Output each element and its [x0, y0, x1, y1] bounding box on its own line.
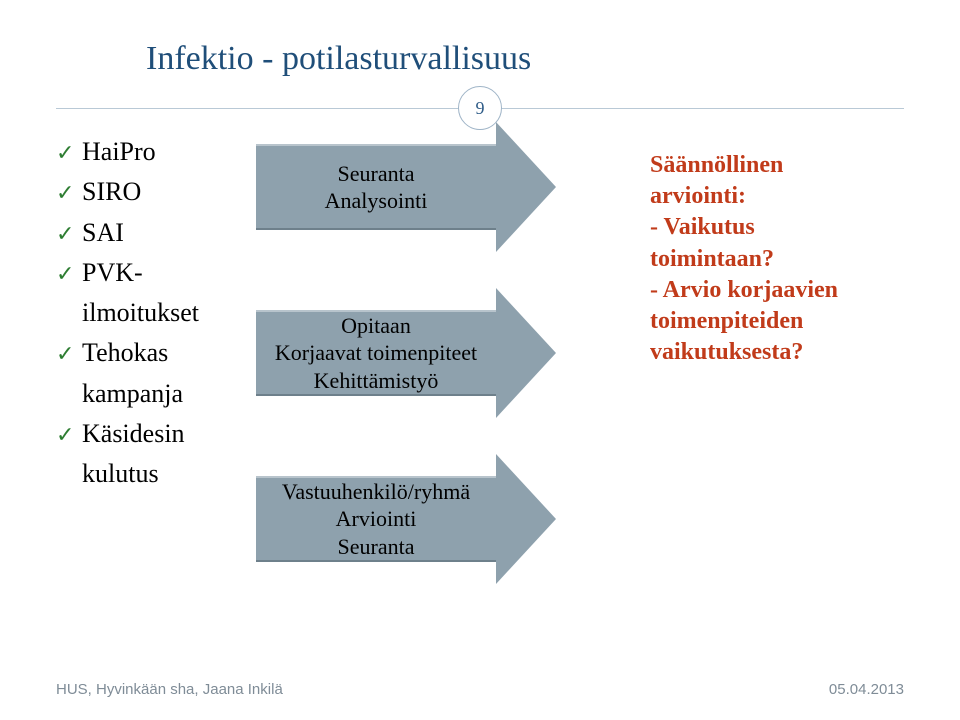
check-icon: ✓: [56, 257, 82, 291]
content-area: ✓HaiPro ✓SIRO ✓SAI ✓PVK- ilmoitukset ✓Te…: [56, 132, 904, 668]
footer-right: 05.04.2013: [829, 681, 904, 698]
arrow-line: Seuranta: [338, 160, 415, 188]
list-item: ✓Käsidesin: [56, 414, 276, 454]
list-item: ✓SAI: [56, 213, 276, 253]
bullet-text: ilmoitukset: [82, 293, 199, 333]
bullet-text: SAI: [82, 213, 124, 253]
list-item: kulutus: [56, 454, 276, 494]
eval-line: arviointi:: [650, 181, 910, 212]
bullet-text: PVK-: [82, 253, 143, 293]
arrow-head-icon: [496, 122, 556, 252]
bullet-text: kampanja: [82, 374, 183, 414]
arrow-line: Kehittämistyö: [314, 367, 439, 395]
check-icon: ✓: [56, 337, 82, 371]
arrow-line: Analysointi: [325, 187, 428, 215]
bullet-list: ✓HaiPro ✓SIRO ✓SAI ✓PVK- ilmoitukset ✓Te…: [56, 132, 276, 495]
evaluation-text: Säännöllinen arviointi: - Vaikutus toimi…: [650, 150, 910, 368]
eval-line: - Arvio korjaavien: [650, 275, 910, 306]
arrow-shape: Vastuuhenkilö/ryhmä Arviointi Seuranta: [256, 454, 566, 584]
eval-line: toimintaan?: [650, 244, 910, 275]
arrow-head-icon: [496, 454, 556, 584]
bullet-text: Tehokas: [82, 333, 168, 373]
check-icon: ✓: [56, 136, 82, 170]
list-item: kampanja: [56, 374, 276, 414]
bullet-text: SIRO: [82, 172, 141, 212]
list-item: ✓SIRO: [56, 172, 276, 212]
arrow-line: Vastuuhenkilö/ryhmä: [282, 478, 470, 506]
bullet-text: kulutus: [82, 454, 159, 494]
check-icon: ✓: [56, 217, 82, 251]
eval-line: toimenpiteiden: [650, 306, 910, 337]
slide-title: Infektio - potilasturvallisuus: [146, 40, 904, 78]
arrow-column: Seuranta Analysointi Opitaan Korjaavat t…: [256, 122, 566, 620]
arrow-shape: Opitaan Korjaavat toimenpiteet Kehittämi…: [256, 288, 566, 418]
bullet-text: Käsidesin: [82, 414, 185, 454]
footer-left: HUS, Hyvinkään sha, Jaana Inkilä: [56, 681, 283, 698]
list-item: ilmoitukset: [56, 293, 276, 333]
arrow-body: Seuranta Analysointi: [256, 144, 496, 230]
eval-line: - Vaikutus: [650, 212, 910, 243]
arrow-body: Vastuuhenkilö/ryhmä Arviointi Seuranta: [256, 476, 496, 562]
check-icon: ✓: [56, 176, 82, 210]
arrow-line: Korjaavat toimenpiteet: [275, 339, 477, 367]
check-icon: ✓: [56, 418, 82, 452]
list-item: ✓PVK-: [56, 253, 276, 293]
list-item: ✓HaiPro: [56, 132, 276, 172]
slide: Infektio - potilasturvallisuus 9 ✓HaiPro…: [0, 0, 960, 720]
arrow-line: Opitaan: [341, 312, 411, 340]
list-item: ✓Tehokas: [56, 333, 276, 373]
eval-line: vaikutuksesta?: [650, 337, 910, 368]
arrow-head-icon: [496, 288, 556, 418]
bullet-text: HaiPro: [82, 132, 156, 172]
arrow-line: Seuranta: [338, 533, 415, 561]
arrow-body: Opitaan Korjaavat toimenpiteet Kehittämi…: [256, 310, 496, 396]
arrow-line: Arviointi: [336, 505, 417, 533]
arrow-shape: Seuranta Analysointi: [256, 122, 566, 252]
eval-line: Säännöllinen: [650, 150, 910, 181]
